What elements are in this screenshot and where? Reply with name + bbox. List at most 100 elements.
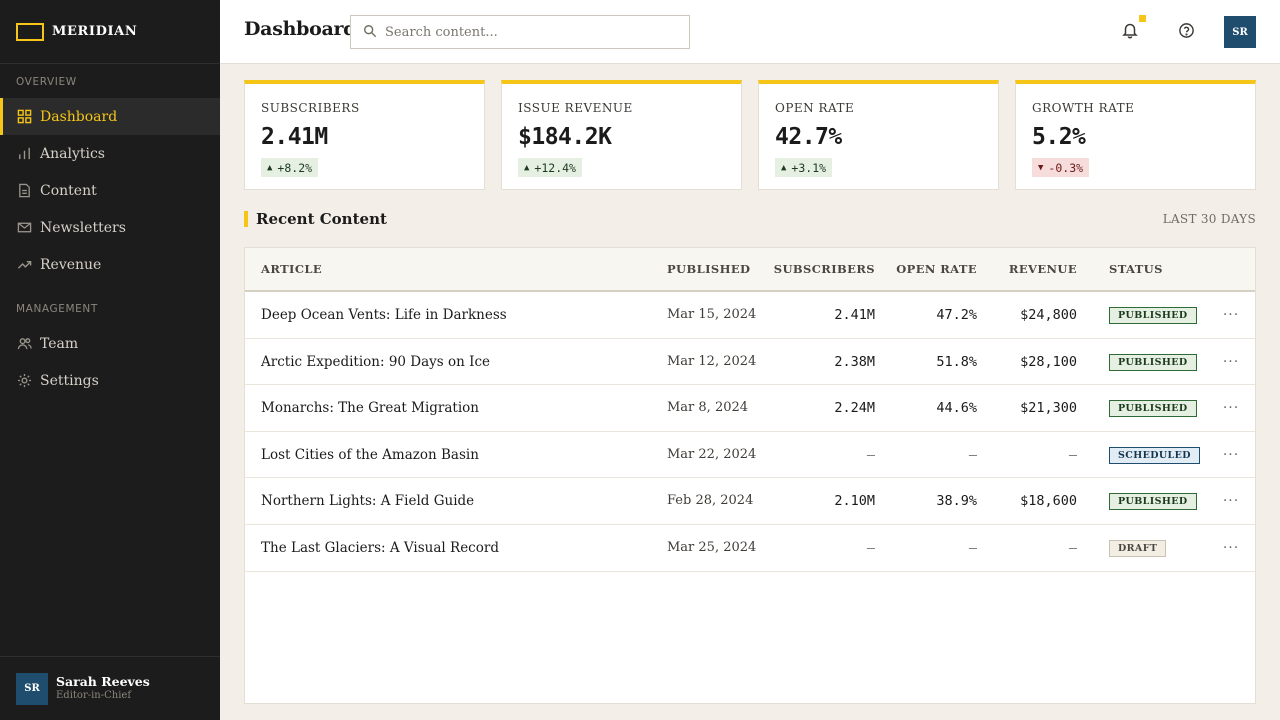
users-icon	[16, 336, 32, 352]
status-badge: PUBLISHED	[1109, 307, 1197, 324]
sidebar-item-newsletters[interactable]: Newsletters	[0, 209, 220, 246]
notification-dot	[1139, 15, 1146, 22]
stat-label: SUBSCRIBERS	[261, 101, 360, 115]
help-button[interactable]	[1174, 20, 1198, 44]
article-title[interactable]: Monarchs: The Great Migration	[261, 400, 479, 417]
search-input[interactable]	[385, 24, 665, 40]
user-profile[interactable]: SR Sarah Reeves Editor-in-Chief	[0, 656, 220, 720]
nav-list-management: Team Settings	[0, 325, 220, 399]
sidebar-item-label: Newsletters	[40, 219, 126, 236]
sidebar-item-content[interactable]: Content	[0, 172, 220, 209]
column-header-open-rate[interactable]: OPEN RATE	[896, 262, 977, 276]
sidebar-item-label: Content	[40, 182, 97, 199]
subscribers-value: 2.41M	[834, 307, 875, 323]
stat-label: ISSUE REVENUE	[518, 101, 633, 115]
revenue-value: $21,300	[1020, 400, 1077, 417]
column-header-article[interactable]: ARTICLE	[261, 262, 323, 276]
more-horizontal-icon: ···	[1222, 307, 1240, 323]
published-date: Mar 22, 2024	[667, 446, 757, 462]
stat-label: OPEN RATE	[775, 101, 855, 115]
sidebar-item-label: Revenue	[40, 256, 102, 273]
column-header-subscribers[interactable]: SUBSCRIBERS	[773, 262, 875, 276]
article-title[interactable]: The Last Glaciers: A Visual Record	[261, 539, 499, 556]
status-badge: PUBLISHED	[1109, 353, 1197, 371]
more-horizontal-icon: ···	[1222, 446, 1240, 463]
row-actions-button[interactable]: ···	[1221, 445, 1241, 465]
search-box[interactable]	[350, 15, 690, 49]
row-actions-button[interactable]: ···	[1221, 398, 1241, 418]
status-badge: PUBLISHED	[1109, 400, 1197, 418]
revenue-value: $24,800	[1020, 307, 1077, 323]
user-role: Editor-in-Chief	[56, 690, 132, 701]
table-row[interactable]: Arctic Expedition: 90 Days on Ice Mar 12,…	[245, 339, 1255, 386]
row-actions-button[interactable]: ···	[1221, 491, 1241, 511]
article-title[interactable]: Arctic Expedition: 90 Days on Ice	[261, 353, 491, 370]
mail-icon	[16, 220, 32, 236]
subscribers-value: –	[866, 446, 875, 463]
subscribers-value: 2.38M	[834, 353, 875, 370]
recent-content-table: ARTICLE PUBLISHED SUBSCRIBERS OPEN RATE …	[244, 247, 1256, 704]
sidebar-item-analytics[interactable]: Analytics	[0, 135, 220, 172]
open-rate-value: –	[968, 446, 977, 463]
row-actions-button[interactable]: ···	[1221, 352, 1241, 372]
table-row[interactable]: Deep Ocean Vents: Life in Darkness Mar 15…	[245, 292, 1255, 339]
recent-content-header: Recent Content LAST 30 DAYS	[244, 210, 1256, 228]
stat-delta: ▲ +12.4%	[518, 158, 582, 177]
nav-list-overview: Dashboard Analytics Content Newsletters …	[0, 98, 220, 283]
sidebar-item-revenue[interactable]: Revenue	[0, 246, 220, 283]
column-header-status[interactable]: STATUS	[1109, 262, 1163, 276]
published-date: Mar 25, 2024	[667, 539, 757, 555]
stat-card-issue-revenue: ISSUE REVENUE $184.2K ▲ +12.4%	[501, 80, 742, 190]
user-info: Sarah Reeves Editor-in-Chief	[56, 675, 150, 702]
stat-value: $184.2K	[518, 124, 612, 150]
article-title[interactable]: Deep Ocean Vents: Life in Darkness	[261, 307, 507, 323]
more-horizontal-icon: ···	[1222, 539, 1240, 556]
bar-chart-icon	[16, 146, 32, 162]
logo-icon	[16, 22, 44, 41]
open-rate-value: 51.8%	[936, 353, 977, 370]
triangle-down-icon: ▼	[1038, 162, 1044, 173]
date-range-label[interactable]: LAST 30 DAYS	[1162, 212, 1256, 226]
status-badge: PUBLISHED	[1109, 493, 1197, 511]
triangle-up-icon: ▲	[524, 162, 530, 173]
status-badge: SCHEDULED	[1109, 446, 1200, 464]
notifications-button[interactable]	[1118, 20, 1142, 44]
open-rate-value: 38.9%	[936, 493, 977, 510]
nav-section-overview: OVERVIEW	[16, 76, 77, 88]
top-header: Dashboard SR	[220, 0, 1280, 64]
sidebar-item-dashboard[interactable]: Dashboard	[0, 98, 220, 135]
column-header-revenue[interactable]: REVENUE	[1008, 262, 1077, 276]
more-horizontal-icon: ···	[1222, 400, 1240, 417]
trend-up-icon	[16, 257, 32, 273]
more-horizontal-icon: ···	[1222, 493, 1240, 510]
revenue-value: –	[1068, 446, 1077, 463]
table-row[interactable]: The Last Glaciers: A Visual Record Mar 25…	[245, 525, 1255, 572]
help-icon	[1178, 22, 1195, 43]
table-row[interactable]: Monarchs: The Great Migration Mar 8, 2024…	[245, 385, 1255, 432]
open-rate-value: 47.2%	[936, 307, 977, 323]
table-row[interactable]: Lost Cities of the Amazon Basin Mar 22, 2…	[245, 432, 1255, 479]
revenue-value: $28,100	[1020, 353, 1077, 370]
column-header-published[interactable]: PUBLISHED	[667, 262, 751, 276]
sidebar-item-team[interactable]: Team	[0, 325, 220, 362]
article-title[interactable]: Northern Lights: A Field Guide	[261, 493, 475, 510]
table-row[interactable]: Northern Lights: A Field Guide Feb 28, 20…	[245, 478, 1255, 525]
row-actions-button[interactable]: ···	[1221, 538, 1241, 558]
stat-delta-value: +12.4%	[534, 160, 576, 175]
header-avatar[interactable]: SR	[1224, 16, 1256, 48]
brand-name: MERIDIAN	[52, 24, 138, 39]
article-title[interactable]: Lost Cities of the Amazon Basin	[261, 446, 479, 463]
nav-section-management: MANAGEMENT	[16, 303, 98, 315]
grid-icon	[16, 109, 32, 125]
section-title: Recent Content	[256, 210, 387, 228]
stat-delta-value: +8.2%	[277, 160, 313, 175]
stat-label: GROWTH RATE	[1032, 101, 1135, 115]
row-actions-button[interactable]: ···	[1221, 305, 1241, 325]
sidebar-item-settings[interactable]: Settings	[0, 362, 220, 399]
published-date: Mar 12, 2024	[667, 353, 757, 369]
brand[interactable]: MERIDIAN	[0, 0, 220, 64]
open-rate-value: –	[968, 539, 977, 556]
search-icon	[363, 23, 377, 42]
open-rate-value: 44.6%	[936, 400, 977, 417]
sidebar: MERIDIAN OVERVIEW Dashboard Analytics Co…	[0, 0, 220, 720]
